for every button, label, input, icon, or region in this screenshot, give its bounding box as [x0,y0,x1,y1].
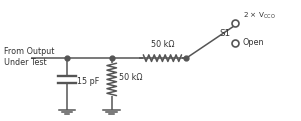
Text: 50 kΩ: 50 kΩ [151,40,174,49]
Text: From Output
Under Test: From Output Under Test [5,47,55,67]
Text: 15 pF: 15 pF [76,77,99,86]
Text: 2 $\times$ V$_{\mathregular{CCO}}$: 2 $\times$ V$_{\mathregular{CCO}}$ [243,11,276,21]
Text: Open: Open [243,38,265,47]
Text: S1: S1 [219,29,230,38]
Text: 50 kΩ: 50 kΩ [119,73,143,82]
